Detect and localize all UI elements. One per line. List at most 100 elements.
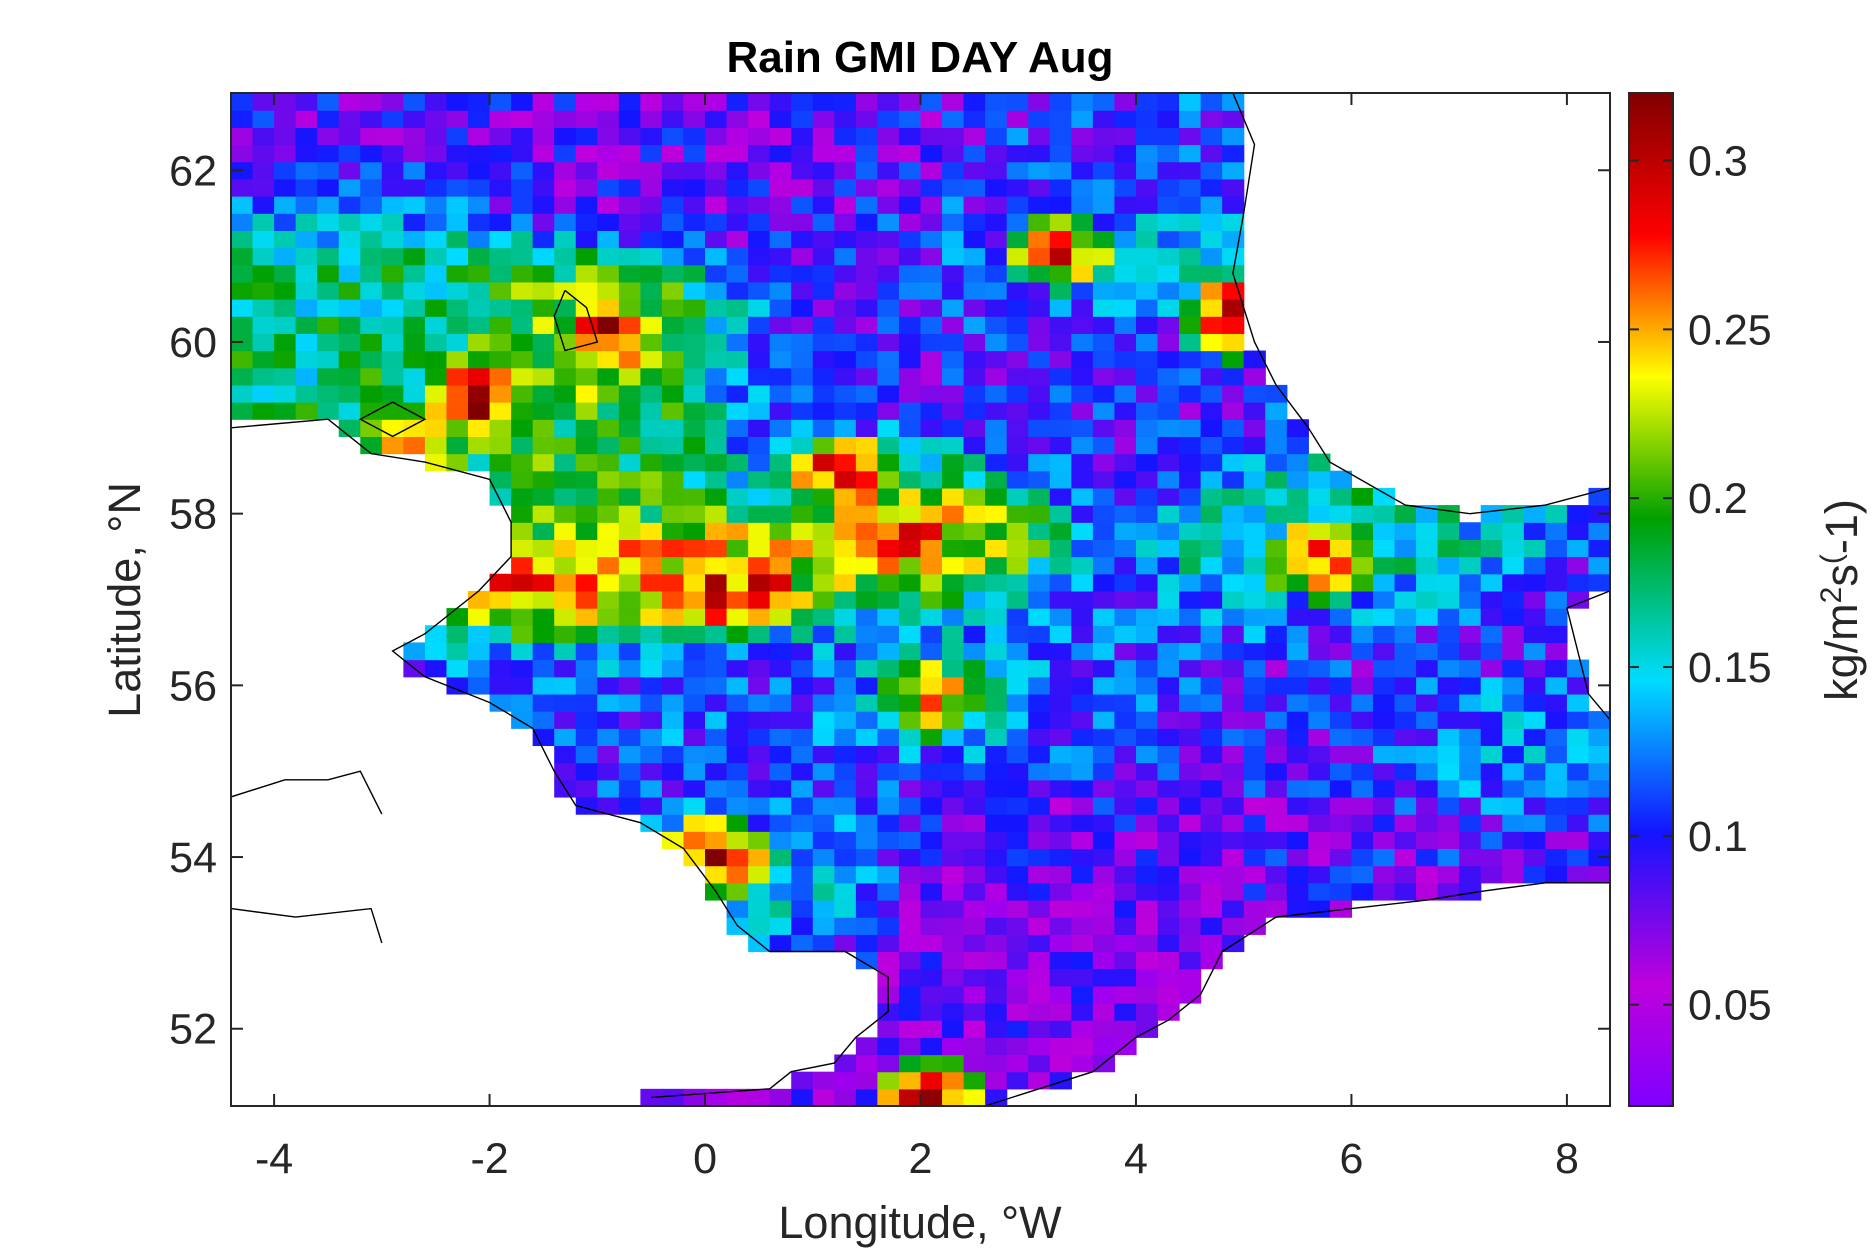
heatmap-cell [554, 625, 577, 644]
heatmap-cell [963, 367, 986, 386]
heatmap-cell [769, 711, 792, 729]
heatmap-cell [1437, 522, 1460, 541]
heatmap-cell [1502, 659, 1525, 678]
heatmap-cell [1459, 539, 1482, 558]
heatmap-cell [1351, 796, 1374, 815]
heatmap-cell [1049, 93, 1072, 111]
heatmap-cell [942, 985, 965, 1004]
coastline [231, 418, 889, 1099]
heatmap-cell [1243, 642, 1266, 661]
heatmap-cell [424, 110, 448, 128]
heatmap-cell [1006, 1037, 1029, 1056]
heatmap-cell [1179, 281, 1202, 300]
heatmap-cell [705, 590, 728, 609]
heatmap-cell [1545, 831, 1568, 850]
heatmap-cell [317, 161, 340, 180]
heatmap-cell [834, 453, 857, 472]
heatmap-cell [1222, 642, 1245, 661]
heatmap-cell [963, 299, 986, 317]
heatmap-cell [532, 539, 555, 558]
heatmap-cell [1329, 505, 1353, 523]
heatmap-cell [1200, 573, 1223, 592]
heatmap-cell [942, 1002, 965, 1021]
heatmap-cell [1028, 247, 1051, 266]
heatmap-cell [834, 676, 857, 695]
heatmap-cell [1351, 693, 1374, 712]
heatmap-cell [1243, 573, 1266, 592]
heatmap-cell [898, 608, 922, 626]
heatmap-cell [1437, 590, 1460, 609]
heatmap-cell [1006, 436, 1029, 455]
heatmap-cell [1092, 505, 1116, 523]
heatmap-cell [920, 487, 943, 506]
heatmap-cell [1200, 882, 1223, 901]
heatmap-cell [1135, 951, 1159, 970]
heatmap-cell [554, 470, 577, 489]
heatmap-cell [554, 590, 577, 609]
heatmap-cell [468, 402, 491, 420]
heatmap-cell [920, 213, 943, 231]
heatmap-cell [898, 1054, 922, 1073]
heatmap-cell [640, 213, 663, 231]
heatmap-cell [1222, 316, 1245, 334]
heatmap-cell [597, 590, 620, 609]
heatmap-cell [1286, 693, 1309, 712]
heatmap-cell [942, 590, 965, 609]
heatmap-cell [898, 144, 922, 163]
heatmap-cell [1179, 848, 1202, 867]
heatmap-cell [489, 384, 512, 403]
heatmap-cell [985, 831, 1008, 850]
heatmap-cell [1135, 281, 1159, 300]
heatmap-cell [468, 230, 491, 249]
heatmap-cell [575, 590, 598, 609]
heatmap-cell [252, 213, 275, 231]
heatmap-cell [1028, 230, 1051, 249]
heatmap-cell [231, 93, 254, 111]
heatmap-cell [1179, 367, 1202, 386]
heatmap-cell [511, 436, 534, 455]
heatmap-cell [963, 762, 986, 781]
heatmap-cell [231, 230, 254, 249]
heatmap-cell [1480, 693, 1503, 712]
heatmap-cell [1006, 281, 1029, 300]
heatmap-cell [446, 281, 469, 300]
heatmap-cell [1308, 831, 1331, 850]
heatmap-cell [748, 590, 771, 609]
heatmap-cell [1114, 745, 1137, 764]
heatmap-cell [942, 814, 965, 832]
heatmap-cell [855, 625, 879, 644]
heatmap-cell [661, 419, 685, 437]
heatmap-cell [1092, 608, 1116, 626]
heatmap-cell [1028, 178, 1051, 197]
heatmap-cell [1071, 93, 1094, 111]
heatmap-cell [748, 796, 771, 815]
heatmap-cell [769, 539, 792, 558]
heatmap-cell [726, 659, 749, 678]
heatmap-cell [1135, 762, 1159, 781]
heatmap-cell [618, 419, 641, 437]
heatmap-cell [726, 831, 749, 850]
heatmap-cell [1459, 865, 1482, 884]
heatmap-cell [1394, 676, 1417, 695]
heatmap-cell [1157, 968, 1180, 987]
heatmap-cell [274, 402, 297, 420]
heatmap-cell [791, 196, 814, 214]
heatmap-cell [1502, 693, 1525, 712]
heatmap-cell [1200, 728, 1223, 747]
heatmap-cell [511, 93, 534, 111]
heatmap-cell [855, 590, 879, 609]
heatmap-cell [511, 110, 534, 128]
heatmap-cell [1394, 659, 1417, 678]
heatmap-cell [511, 281, 534, 300]
heatmap-cell [963, 384, 986, 403]
heatmap-cell [791, 556, 814, 575]
heatmap-cell [1200, 676, 1223, 695]
heatmap-cell [511, 556, 534, 575]
heatmap-cell [1092, 848, 1116, 867]
heatmap-cell [985, 762, 1008, 781]
heatmap-cell [1502, 848, 1525, 867]
heatmap-cell [338, 161, 361, 180]
heatmap-cell [920, 333, 943, 352]
heatmap-cell [898, 213, 922, 231]
heatmap-cell [1114, 1020, 1137, 1038]
